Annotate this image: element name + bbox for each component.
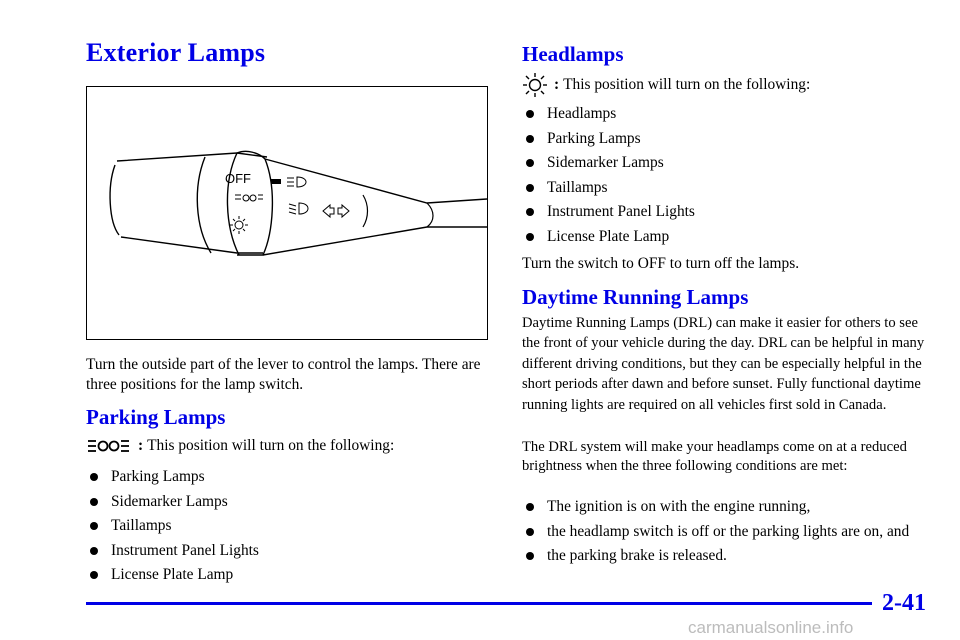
footer-rule xyxy=(86,602,872,605)
parking-lamp-icon xyxy=(235,194,263,202)
headlamp-sun-icon xyxy=(230,216,248,234)
lamp-lever-illustration: OFF xyxy=(86,86,488,340)
parking-lamps-heading: Parking Lamps xyxy=(86,405,226,429)
drl-conditions-list: The ignition is on with the engine runni… xyxy=(522,497,932,566)
lever-drawing: OFF xyxy=(109,150,488,256)
intro-text: Turn the outside part of the lever to co… xyxy=(86,356,481,393)
list-item: Parking Lamps xyxy=(522,129,932,149)
headlamps-heading: Headlamps xyxy=(522,42,624,66)
list-item: the headlamp switch is off or the parkin… xyxy=(522,522,932,542)
list-item: Parking Lamps xyxy=(86,467,490,487)
low-beam-icon xyxy=(288,202,309,215)
list-item: Sidemarker Lamps xyxy=(86,492,490,512)
list-item: Instrument Panel Lights xyxy=(86,541,490,561)
drl-paragraph-1: Daytime Running Lamps (DRL) can make it … xyxy=(522,315,925,413)
list-item: the parking brake is released. xyxy=(522,546,932,566)
headlamps-lead: This position will turn on the following… xyxy=(563,76,811,93)
headlamp-sun-icon xyxy=(523,73,547,97)
list-item: Instrument Panel Lights xyxy=(522,202,932,222)
high-beam-icon xyxy=(287,176,307,188)
list-item: License Plate Lamp xyxy=(522,227,932,247)
page-number: 2-41 xyxy=(882,590,926,616)
list-item: The ignition is on with the engine runni… xyxy=(522,497,932,517)
off-label: OFF xyxy=(225,171,251,186)
list-item: Taillamps xyxy=(86,516,490,536)
parking-lamps-list: Parking Lamps Sidemarker Lamps Taillamps… xyxy=(86,467,490,585)
list-item: Taillamps xyxy=(522,178,932,198)
turn-signal-icon xyxy=(322,203,350,219)
headlamps-symbol-line: : This position will turn on the followi… xyxy=(522,72,810,98)
list-item: Headlamps xyxy=(522,104,932,124)
drl-paragraph-2: The DRL system will make your headlamps … xyxy=(522,439,907,475)
drl-heading: Daytime Running Lamps xyxy=(522,285,749,309)
headlamps-list: Headlamps Parking Lamps Sidemarker Lamps… xyxy=(522,104,932,246)
list-item: Sidemarker Lamps xyxy=(522,153,932,173)
parking-lamps-lead: This position will turn on the following… xyxy=(147,437,395,454)
list-item: License Plate Lamp xyxy=(86,565,490,585)
parking-lamp-icon xyxy=(88,440,129,452)
parking-lamps-symbol-line: : This position will turn on the followi… xyxy=(86,436,394,456)
selector-mark-icon xyxy=(271,179,281,184)
headlamps-off-instruction: Turn the switch to OFF to turn off the l… xyxy=(522,255,800,272)
page-title: Exterior Lamps xyxy=(86,38,266,67)
watermark: carmanualsonline.info xyxy=(688,618,854,637)
